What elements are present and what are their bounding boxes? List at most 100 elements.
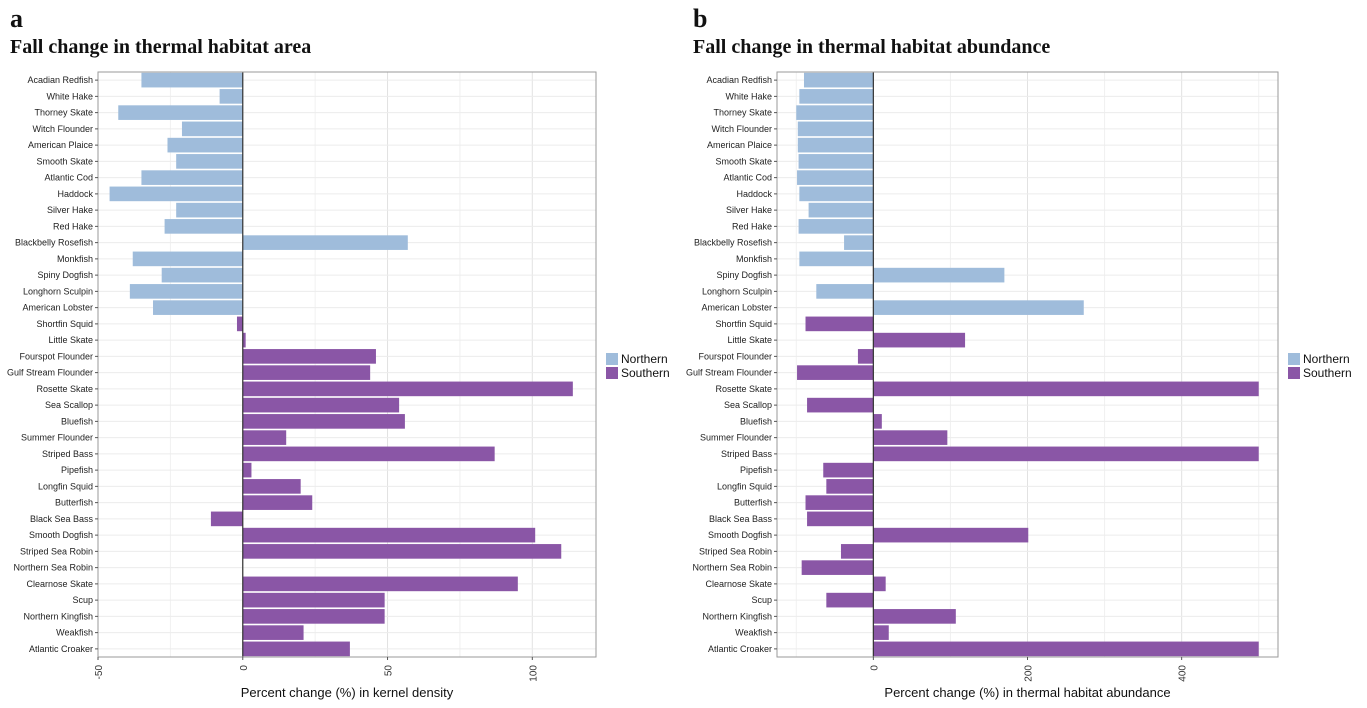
legend-swatch [606, 353, 618, 365]
category-label: Butterfish [734, 498, 772, 508]
category-label: Red Hake [732, 221, 772, 231]
bar [807, 511, 874, 527]
category-label: Atlantic Croaker [29, 644, 93, 654]
bar [803, 72, 874, 88]
bar [873, 576, 886, 592]
bar [857, 349, 874, 364]
bar [873, 625, 889, 640]
legend-swatch [606, 367, 618, 379]
legend-label: Southern [1303, 366, 1352, 380]
bar [840, 544, 874, 559]
bar [807, 397, 874, 413]
bar [242, 349, 376, 364]
category-label: Smooth Skate [715, 156, 772, 166]
plot-border [97, 71, 597, 658]
category-label: Thorney Skate [34, 108, 93, 118]
bar [242, 576, 518, 592]
bar [219, 89, 243, 104]
category-label: Smooth Dogfish [29, 530, 93, 540]
panel-letter: b [693, 4, 708, 33]
bar [797, 137, 874, 153]
category-label: Monkfish [736, 254, 772, 264]
bar [797, 365, 874, 380]
bar [873, 332, 966, 348]
bar [242, 544, 562, 559]
category-label: Acadian Redfish [706, 75, 772, 85]
bar [799, 89, 874, 104]
category-label: Black Sea Bass [30, 514, 94, 524]
category-label: White Hake [725, 91, 772, 101]
bar [797, 121, 874, 137]
bar [873, 414, 882, 429]
chart-title: Fall change in thermal habitat area [10, 36, 312, 58]
category-label: Atlantic Cod [44, 173, 93, 183]
x-tick-label: 400 [1178, 665, 1189, 682]
category-label: Haddock [736, 189, 772, 199]
category-label: Weakfish [56, 628, 93, 638]
bar [167, 137, 243, 153]
category-label: Northern Kingfish [702, 611, 772, 621]
category-label: Sea Scallop [45, 400, 93, 410]
category-label: Pipefish [740, 465, 772, 475]
category-label: Acadian Redfish [27, 75, 93, 85]
category-label: Atlantic Cod [723, 173, 772, 183]
category-label: Scup [72, 595, 93, 605]
bar [797, 170, 874, 185]
bar-chart-abundance: Acadian Redfish White Hake Thorney Skate Wi… [686, 71, 1352, 700]
bar [796, 105, 874, 120]
category-label: Clearnose Skate [705, 579, 772, 589]
bar [176, 202, 243, 218]
category-label: Gulf Stream Flounder [7, 368, 93, 378]
bar [799, 186, 874, 202]
bar-chart-area: Acadian Redfish White Hake Thorney Skate Wi… [7, 71, 670, 700]
bar [242, 397, 400, 413]
category-label: Witch Flounder [711, 124, 772, 134]
bar [873, 430, 948, 445]
bar [242, 381, 573, 397]
bar [805, 316, 874, 332]
x-tick-label: 200 [1024, 665, 1035, 682]
category-label: Clearnose Skate [26, 579, 93, 589]
legend-swatch [1288, 367, 1300, 379]
bar [242, 609, 385, 624]
legend-label: Southern [621, 366, 670, 380]
category-label: Blackbelly Rosefish [694, 238, 772, 248]
bar [823, 462, 874, 478]
category-label: Little Skate [727, 335, 772, 345]
category-label: Silver Hake [726, 205, 772, 215]
chart-title: Fall change in thermal habitat abundance [693, 36, 1051, 58]
category-label: Black Sea Bass [709, 514, 773, 524]
category-label: Butterfish [55, 498, 93, 508]
plot-background [98, 72, 596, 657]
category-label: Gulf Stream Flounder [686, 368, 772, 378]
bar [873, 267, 1005, 283]
bar [808, 202, 874, 218]
category-label: Longfin Squid [38, 481, 93, 491]
bar [873, 300, 1084, 315]
category-label: Red Hake [53, 221, 93, 231]
bar [798, 219, 874, 234]
bar [129, 284, 243, 299]
panel-a: a Fall change in thermal habitat area Ac… [0, 0, 683, 708]
x-axis-title: Percent change (%) in thermal habitat ab… [884, 685, 1170, 700]
x-axis-title: Percent change (%) in kernel density [241, 685, 454, 700]
bar [242, 414, 405, 429]
bar [210, 511, 243, 527]
category-label: Witch Flounder [32, 124, 93, 134]
category-label: Striped Sea Robin [699, 546, 772, 556]
category-label: Atlantic Croaker [708, 644, 772, 654]
category-label: Sea Scallop [724, 400, 772, 410]
category-label: Bluefish [740, 416, 772, 426]
bar [826, 592, 874, 608]
category-label: White Hake [46, 91, 93, 101]
category-label: Summer Flounder [21, 433, 93, 443]
bar [242, 495, 313, 510]
bar [109, 186, 243, 202]
bar [242, 527, 536, 543]
x-tick-label: 0 [239, 665, 250, 671]
category-label: Rosette Skate [36, 384, 93, 394]
category-label: Northern Sea Robin [13, 563, 93, 573]
category-label: Striped Sea Robin [20, 546, 93, 556]
bar [844, 235, 874, 250]
x-tick-label: 50 [384, 665, 395, 677]
